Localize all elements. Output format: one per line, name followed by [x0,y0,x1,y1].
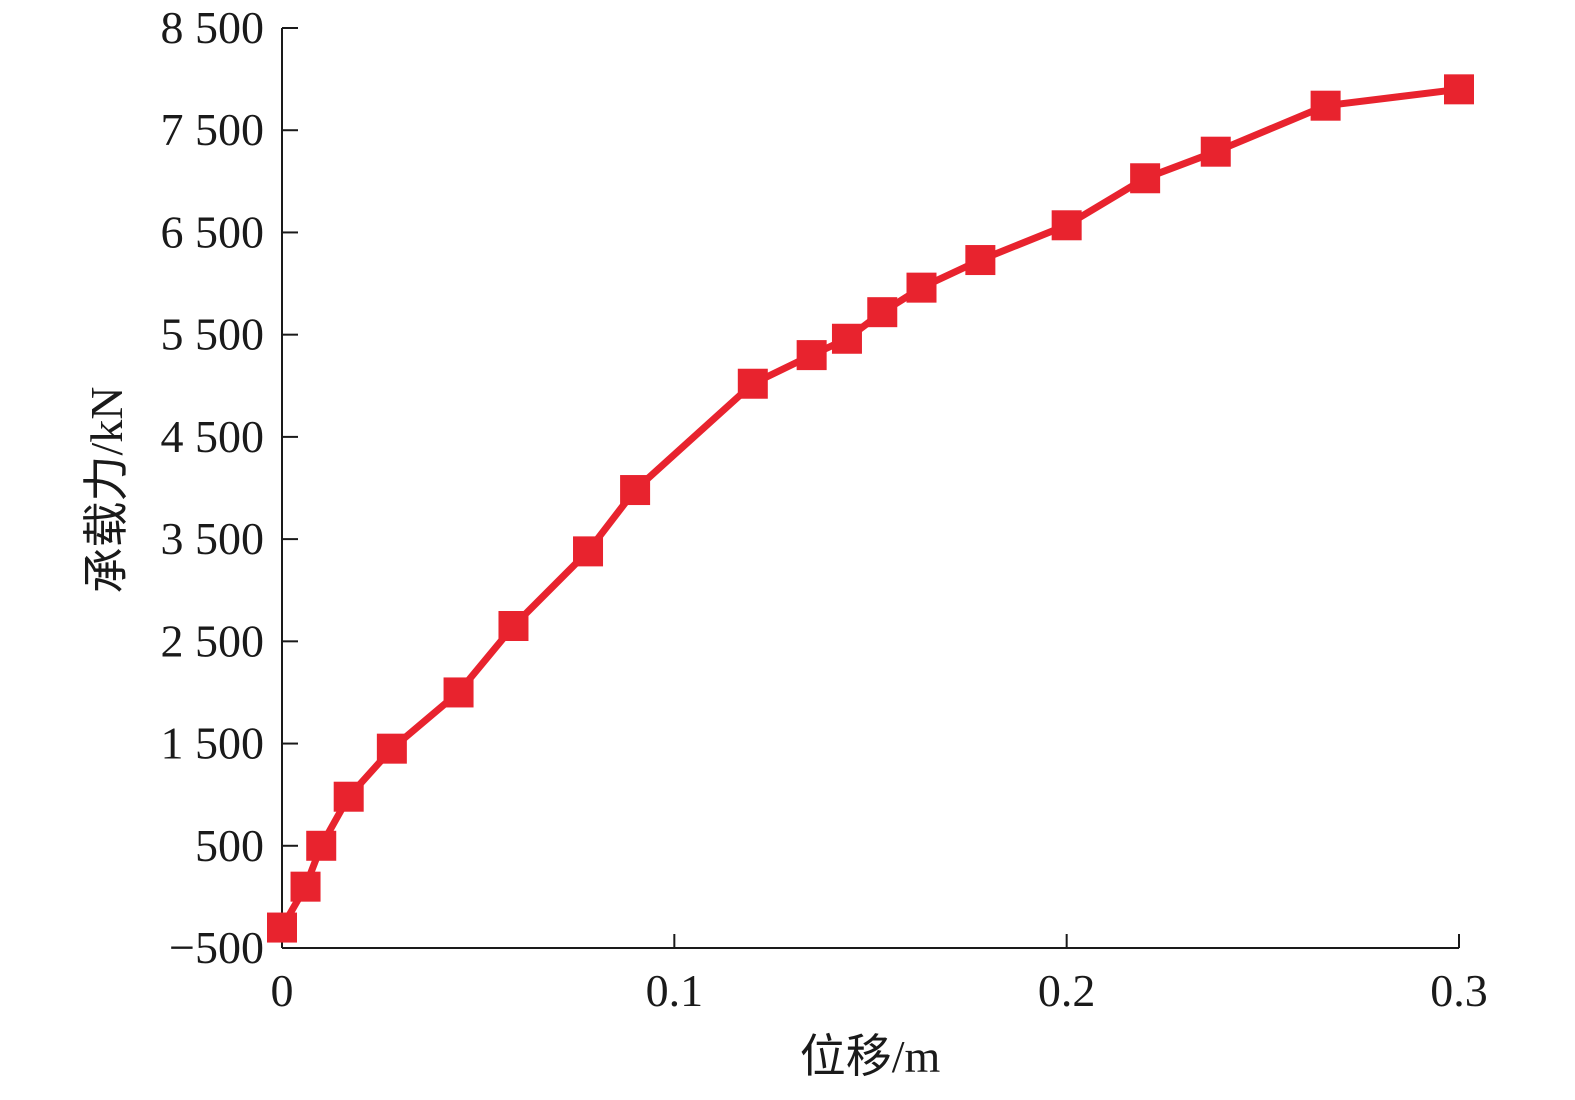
data-point-marker [867,297,898,328]
data-point-marker [906,272,937,303]
data-point-marker [831,323,862,354]
y-tick-label: 500 [195,820,264,871]
x-tick-label: 0.2 [1038,965,1096,1016]
data-point-marker [290,871,321,902]
axes: −500 500 1 500 2 500 3 500 4 500 5 500 6 500 7 5… [161,2,1488,1016]
data-point-marker [737,368,768,399]
x-tick-label: 0.1 [646,965,704,1016]
labels: 位移/m 承载力/kN [81,387,940,1083]
series-line [278,85,1463,932]
data-point-marker [498,611,529,641]
data-point-marker [267,912,297,943]
data-point-marker [333,781,364,812]
y-tick-label: 7 500 [161,104,265,155]
y-tick-label: 2 500 [161,615,265,666]
x-tick-label: 0 [271,965,294,1016]
y-tick-label: 6 500 [161,206,265,257]
data-point-marker [573,536,604,567]
data-point-marker [620,475,651,506]
data-point-marker [965,245,996,276]
data-point-marker [1444,74,1474,105]
x-tick-label: 0.3 [1430,965,1488,1016]
y-tick-label: 1 500 [161,718,265,769]
data-point-marker [1130,163,1161,194]
y-tick-label: 8 500 [161,2,265,53]
y-tick-label: 4 500 [161,411,265,462]
y-axis-label: 承载力/kN [81,387,132,594]
data-point-marker [443,677,474,708]
data-point-marker [306,830,337,861]
y-tick-label: 5 500 [161,309,265,360]
x-axis-label: 位移/m [800,1031,941,1082]
y-tick-label: 3 500 [161,513,265,564]
series-layer [267,74,1474,943]
data-point-marker [1200,136,1231,167]
y-tick-label: −500 [169,922,264,973]
data-point-marker [1310,90,1341,121]
data-point-marker [376,733,407,764]
data-point-marker [796,340,827,371]
data-point-marker [1051,210,1082,241]
